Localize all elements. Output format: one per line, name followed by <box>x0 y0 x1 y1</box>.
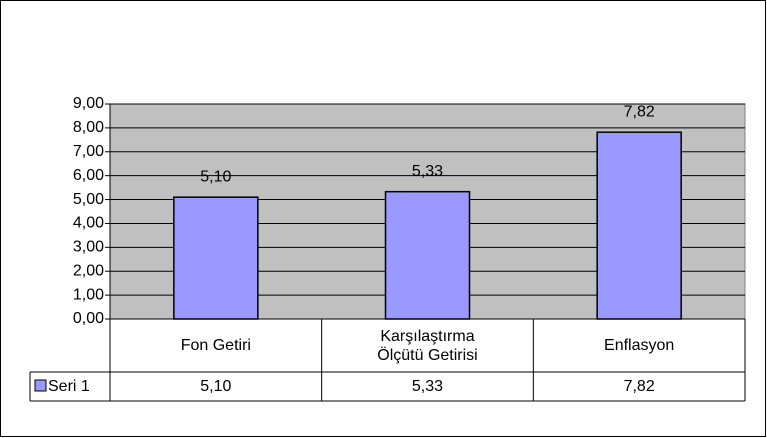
data-table-lines <box>29 319 746 402</box>
y-tick-label: 7,00 <box>73 143 104 160</box>
y-tick-label: 5,00 <box>73 191 104 208</box>
y-tick-label: 1,00 <box>73 286 104 303</box>
legend-key <box>34 379 47 392</box>
x-category-label: Karşılaştırma Ölçütü Getirisi <box>377 327 478 364</box>
table-value: 5,33 <box>411 378 444 395</box>
y-tick-label: 9,00 <box>73 95 104 112</box>
y-tick-label: 0,00 <box>73 310 104 327</box>
bar <box>596 131 682 320</box>
y-tick-label: 2,00 <box>73 262 104 279</box>
y-tick-label: 6,00 <box>73 167 104 184</box>
table-value: 5,10 <box>200 378 232 395</box>
x-category-label: Enflasyon <box>604 337 675 354</box>
data-label: 5,33 <box>412 163 443 180</box>
y-tick-label: 8,00 <box>73 119 104 136</box>
data-label: 7,82 <box>624 103 655 120</box>
bar <box>173 196 259 320</box>
data-label: 5,10 <box>200 168 231 185</box>
x-category-label: Fon Getiri <box>180 337 251 354</box>
legend-label: Seri 1 <box>48 378 90 395</box>
y-tick-label: 3,00 <box>73 239 104 256</box>
y-tick-label: 4,00 <box>73 215 104 232</box>
bar <box>384 190 471 320</box>
table-value: 7,82 <box>623 378 655 395</box>
